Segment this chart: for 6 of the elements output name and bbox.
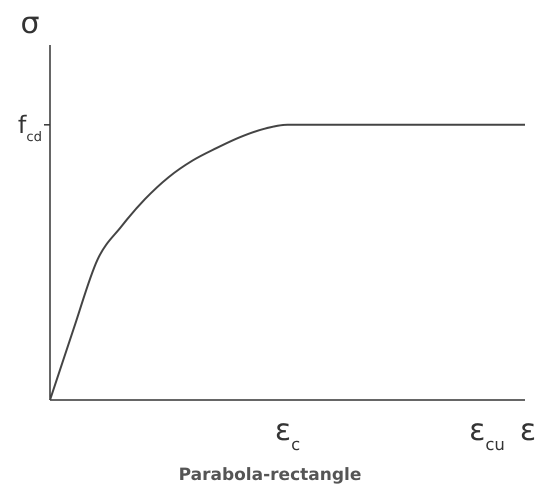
text: Parabola-rectangle — [178, 465, 362, 485]
text: ε$_{c}$ — [274, 413, 300, 454]
y-axis-title: σ — [20, 6, 40, 41]
text: ε$_{cu}$ — [469, 413, 505, 454]
x-axis-title: ε — [520, 413, 536, 448]
text: f$_{cd}$ — [18, 110, 42, 144]
